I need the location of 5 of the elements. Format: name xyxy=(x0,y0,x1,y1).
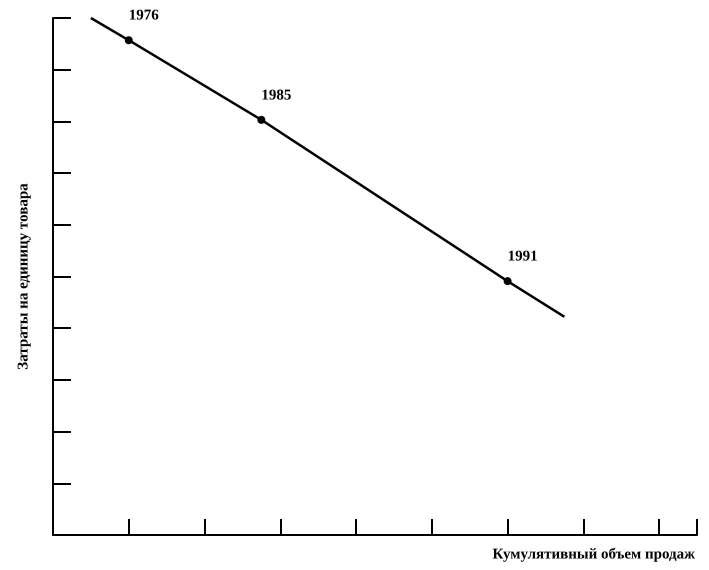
annotation: 1985 xyxy=(261,87,292,104)
annotation: 1991 xyxy=(508,248,538,265)
annotation: 1976 xyxy=(128,8,160,24)
y-axis-title: Затраты на единицу товара xyxy=(16,182,32,370)
x-axis-title: Кумулятивный объем продаж xyxy=(492,546,696,562)
